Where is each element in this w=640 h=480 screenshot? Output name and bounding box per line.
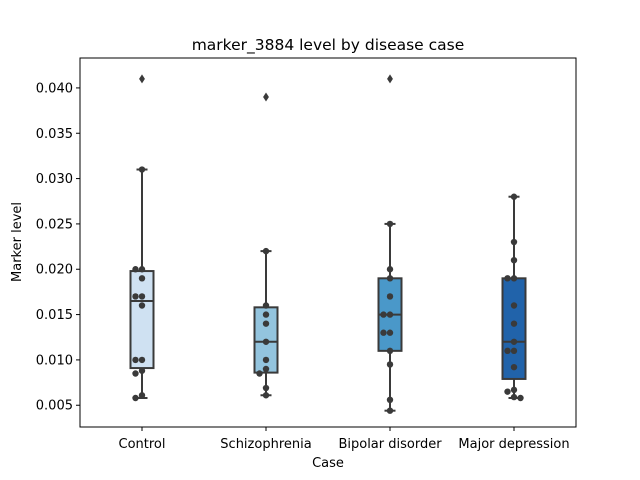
- data-point: [504, 347, 511, 355]
- data-point: [510, 320, 518, 327]
- data-point: [510, 386, 518, 394]
- data-point: [262, 384, 270, 392]
- data-point: [138, 293, 146, 300]
- data-point: [262, 311, 270, 318]
- data-point: [510, 347, 518, 355]
- data-point: [262, 392, 270, 399]
- plot-frame: [79, 57, 577, 428]
- data-point: [510, 275, 518, 282]
- y-tick-label: 0.025: [36, 217, 73, 232]
- x-tick-label: Major depression: [458, 437, 569, 452]
- y-tick-label: 0.005: [36, 399, 73, 414]
- outlier-marker: [263, 92, 269, 102]
- y-tick-label: 0.015: [36, 308, 73, 323]
- y-tick-label: 0.010: [36, 353, 73, 368]
- data-point: [386, 329, 394, 336]
- data-point: [138, 302, 146, 309]
- y-axis-title: Marker level: [10, 202, 25, 282]
- y-tick-label: 0.040: [36, 81, 73, 96]
- data-point: [262, 338, 270, 345]
- data-point: [510, 302, 518, 309]
- box-iqr: [129, 270, 155, 370]
- x-axis-title: Case: [312, 456, 344, 471]
- x-tick-label: Control: [119, 437, 166, 452]
- data-point: [262, 247, 270, 255]
- data-point: [138, 166, 146, 173]
- data-point: [132, 394, 139, 402]
- data-point: [138, 392, 146, 399]
- data-point: [386, 347, 394, 355]
- data-point: [510, 393, 518, 401]
- y-axis: 0.005 0.010 0.015 0.020 0.025 0.030 0.035 0.040: [36, 81, 80, 414]
- data-point: [380, 329, 387, 336]
- data-point: [386, 311, 394, 318]
- data-point: [262, 302, 270, 309]
- data-point: [386, 293, 394, 300]
- data-point: [517, 394, 524, 402]
- data-point: [262, 365, 270, 373]
- data-point: [380, 311, 387, 318]
- data-point: [510, 256, 518, 264]
- plot-layer: [129, 74, 527, 414]
- data-point: [138, 356, 146, 364]
- data-point: [262, 320, 270, 327]
- data-point: [510, 238, 518, 246]
- y-tick-label: 0.035: [36, 127, 73, 142]
- x-axis: Control Schizophrenia Bipolar disorder Majo…: [119, 427, 570, 452]
- data-point: [510, 193, 518, 200]
- data-point: [386, 361, 394, 368]
- data-point: [510, 363, 518, 371]
- box-iqr: [501, 277, 527, 380]
- data-point: [262, 356, 270, 364]
- data-point: [504, 388, 511, 395]
- x-tick-label: Schizophrenia: [220, 437, 311, 452]
- data-point: [132, 293, 139, 300]
- data-point: [132, 266, 139, 273]
- data-point: [132, 370, 139, 377]
- outlier-marker: [387, 74, 393, 84]
- y-tick-label: 0.030: [36, 172, 73, 187]
- outlier-marker: [139, 74, 145, 84]
- data-point: [504, 275, 511, 282]
- data-point: [256, 370, 263, 377]
- data-point: [138, 275, 146, 282]
- data-point: [138, 266, 146, 273]
- data-point: [386, 220, 394, 228]
- data-point: [138, 367, 146, 374]
- y-tick-label: 0.020: [36, 263, 73, 278]
- data-point: [510, 338, 518, 345]
- chart-title: marker_3884 level by disease case: [192, 36, 465, 55]
- x-tick-label: Bipolar disorder: [338, 437, 442, 452]
- data-point: [386, 266, 394, 273]
- data-point: [386, 396, 394, 404]
- data-point: [386, 275, 394, 282]
- data-point: [132, 356, 139, 364]
- data-point: [386, 407, 394, 414]
